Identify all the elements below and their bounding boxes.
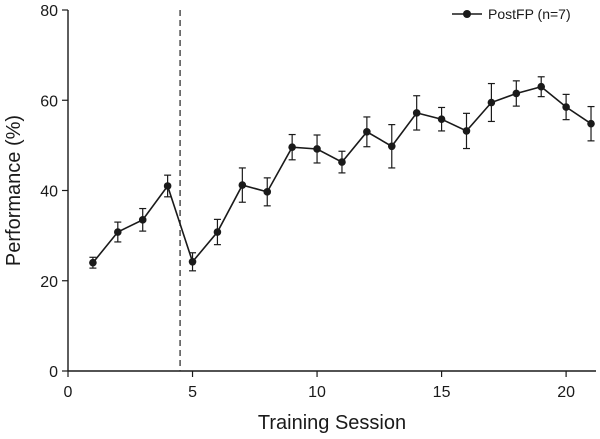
y-tick-label: 0 xyxy=(49,364,58,381)
data-point xyxy=(412,109,421,117)
x-tick-label: 10 xyxy=(308,384,326,401)
data-point xyxy=(338,158,346,166)
x-tick-label: 20 xyxy=(557,384,575,401)
y-tick-label: 20 xyxy=(40,274,58,291)
y-tick-label: 40 xyxy=(40,184,58,201)
data-point xyxy=(288,143,296,151)
data-point xyxy=(238,181,247,189)
y-axis-label: Performance (%) xyxy=(3,115,25,266)
series-0 xyxy=(89,76,595,272)
data-point xyxy=(387,142,396,151)
data-point xyxy=(138,216,147,224)
data-point xyxy=(363,128,371,136)
legend: PostFP (n=7) xyxy=(452,6,571,22)
data-point xyxy=(213,228,222,236)
x-axis-label: Training Session xyxy=(258,412,406,434)
data-point xyxy=(512,89,521,98)
data-point xyxy=(114,228,122,236)
data-point xyxy=(437,115,446,124)
data-point xyxy=(462,127,471,135)
x-tick-label: 15 xyxy=(433,384,451,401)
axes: 0 20 40 60 80 0 5 10 15 20 xyxy=(40,3,596,401)
y-tick-label: 80 xyxy=(40,3,58,20)
data-point xyxy=(587,119,595,128)
x-tick-label: 0 xyxy=(64,384,73,401)
series-group xyxy=(89,76,595,272)
y-tick-label: 60 xyxy=(40,93,58,110)
data-point xyxy=(89,258,97,267)
data-point xyxy=(537,82,546,91)
data-point xyxy=(313,145,321,153)
legend-marker xyxy=(463,10,471,18)
data-point xyxy=(163,182,172,190)
data-point xyxy=(263,188,272,196)
data-point xyxy=(487,98,496,107)
x-tick-label: 5 xyxy=(188,384,197,401)
legend-entry-label: PostFP (n=7) xyxy=(488,6,571,22)
data-point xyxy=(562,103,570,111)
data-point xyxy=(188,257,197,266)
